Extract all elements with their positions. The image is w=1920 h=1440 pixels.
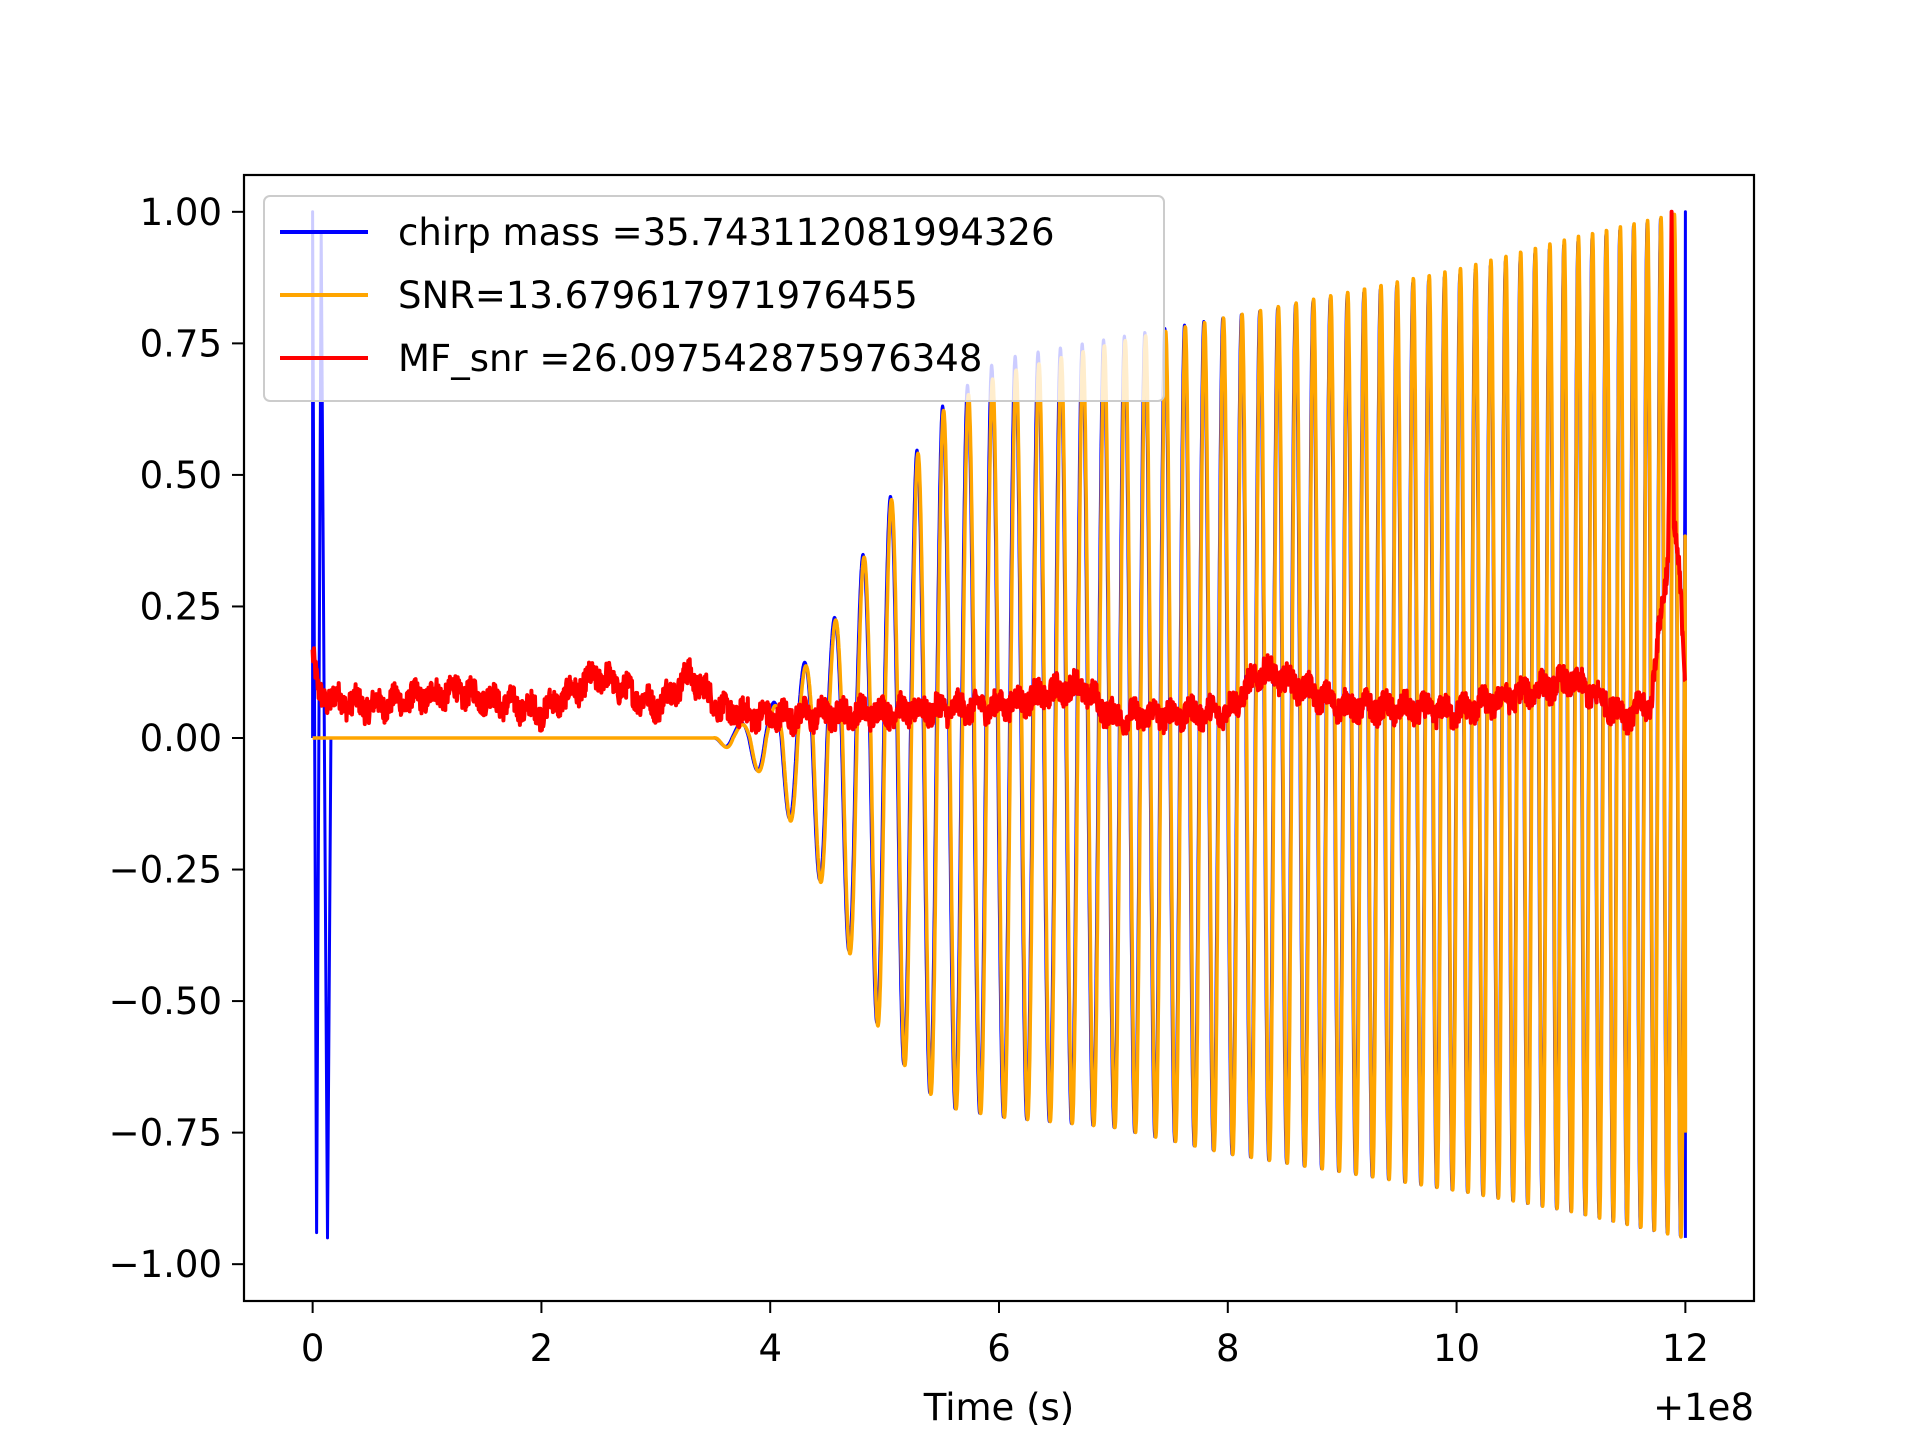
legend-entry-label: SNR=13.679617971976455 — [398, 274, 918, 317]
y-tick-label: 1.00 — [140, 191, 222, 234]
y-axis: 1.00 0.75 0.50 0.25 0.00 −0.25 −0.50 −0.75 −1.00 — [109, 191, 244, 1286]
series-line-matched-filter — [310, 209, 1688, 738]
x-axis-label: Time (s) — [923, 1386, 1074, 1429]
legend-entry-label: MF_snr =26.097542875976348 — [398, 337, 982, 380]
x-axis: 0 2 4 6 8 10 12 — [301, 1301, 1709, 1370]
x-tick-label: 4 — [758, 1327, 782, 1370]
x-tick-label: 10 — [1433, 1327, 1480, 1370]
y-tick-label: 0.00 — [140, 717, 222, 760]
x-tick-label: 2 — [530, 1327, 554, 1370]
x-axis-offset-label: +1e8 — [1653, 1386, 1754, 1429]
series-line-data — [311, 212, 1688, 1239]
y-tick-label: 0.25 — [140, 585, 222, 628]
y-tick-label: −0.50 — [109, 980, 222, 1023]
y-tick-label: −1.00 — [109, 1243, 222, 1286]
legend: chirp mass =35.743112081994326 SNR=13.679… — [263, 195, 1165, 402]
y-tick-label: 0.75 — [140, 322, 222, 365]
x-tick-label: 0 — [301, 1327, 325, 1370]
legend-entry-label: chirp mass =35.743112081994326 — [398, 211, 1055, 254]
x-tick-label: 12 — [1662, 1327, 1709, 1370]
x-tick-label: 8 — [1216, 1327, 1240, 1370]
y-tick-label: −0.25 — [109, 849, 222, 892]
x-tick-label: 6 — [987, 1327, 1011, 1370]
y-tick-label: −0.75 — [109, 1112, 222, 1155]
y-tick-label: 0.50 — [140, 454, 222, 497]
legend-box — [263, 195, 1165, 402]
plot-area — [310, 209, 1688, 1240]
